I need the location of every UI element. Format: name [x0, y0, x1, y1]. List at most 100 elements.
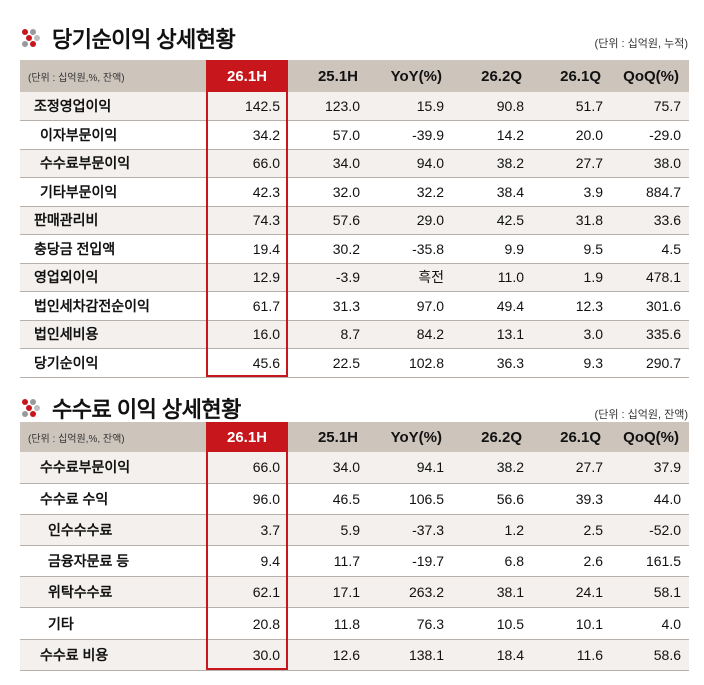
- row-label: 수수료 수익: [20, 483, 206, 515]
- value-cell: 14.2: [452, 120, 532, 150]
- row-label: 법인세비용: [20, 320, 206, 349]
- row-label: 이자부문이익: [20, 120, 206, 150]
- value-cell: -39.9: [368, 120, 452, 150]
- table-row: 수수료 수익 96.0 46.5 106.5 56.6 39.3 44.0: [20, 483, 689, 515]
- value-cell: 38.1: [452, 576, 532, 609]
- value-cell: 46.5: [288, 483, 368, 515]
- table-row: 판매관리비 74.3 57.6 29.0 42.5 31.8 33.6: [20, 206, 689, 235]
- value-cell: 5.9: [288, 514, 368, 547]
- value-cell: 38.4: [452, 177, 532, 207]
- value-cell: 27.7: [532, 452, 611, 484]
- row-label: 금융자문료 등: [20, 545, 206, 578]
- value-cell: 12.6: [288, 639, 368, 671]
- value-cell: 2.6: [532, 545, 611, 578]
- value-cell: 335.6: [611, 320, 689, 349]
- value-cell: -35.8: [368, 234, 452, 264]
- value-cell: 66.0: [206, 149, 288, 178]
- net-income-table: (단위 : 십억원,%, 잔액) 26.1H 25.1H YoY(%) 26.2…: [20, 60, 689, 378]
- col-header-26-2q: 26.2Q: [452, 60, 532, 92]
- col-header-26-1h: 26.1H: [206, 60, 288, 92]
- value-cell: 11.8: [288, 607, 368, 640]
- section-fee-income: 수수료 이익 상세현황 (단위 : 십억원, 잔액) (단위 : 십억원,%, …: [0, 388, 704, 671]
- value-cell: 8.7: [288, 320, 368, 349]
- table-row: 법인세차감전순이익 61.7 31.3 97.0 49.4 12.3 301.6: [20, 291, 689, 321]
- value-cell: 12.3: [532, 291, 611, 321]
- row-label: 기타부문이익: [20, 177, 206, 207]
- unit-note: (단위 : 십억원, 누적): [594, 38, 688, 50]
- table-row: 기타 20.8 11.8 76.3 10.5 10.1 4.0: [20, 607, 689, 640]
- value-cell: 96.0: [206, 483, 288, 515]
- value-cell: 27.7: [532, 149, 611, 178]
- value-cell: 4.5: [611, 234, 689, 264]
- col-header-qoq: QoQ(%): [611, 60, 689, 92]
- table-row: 위탁수수료 62.1 17.1 263.2 38.1 24.1 58.1: [20, 576, 689, 609]
- value-cell: 13.1: [452, 320, 532, 349]
- value-cell: 9.4: [206, 545, 288, 578]
- col-header-26-1h: 26.1H: [206, 422, 288, 452]
- unit-note: (단위 : 십억원, 잔액): [594, 409, 688, 421]
- value-cell: 11.6: [532, 639, 611, 671]
- table-row: 충당금 전입액 19.4 30.2 -35.8 9.9 9.5 4.5: [20, 234, 689, 264]
- section-net-income: 당기순이익 상세현황 (단위 : 십억원, 누적) (단위 : 십억원,%, 잔…: [0, 18, 704, 378]
- value-cell: 22.5: [288, 348, 368, 378]
- value-cell: -37.3: [368, 514, 452, 547]
- value-cell: 30.2: [288, 234, 368, 264]
- value-cell: 11.0: [452, 263, 532, 292]
- value-cell: 57.0: [288, 120, 368, 150]
- row-label: 충당금 전입액: [20, 234, 206, 264]
- value-cell: 90.8: [452, 92, 532, 121]
- value-cell: -29.0: [611, 120, 689, 150]
- value-cell: 38.2: [452, 452, 532, 484]
- value-cell: 31.8: [532, 206, 611, 235]
- value-cell: 263.2: [368, 576, 452, 609]
- value-cell: 34.0: [288, 149, 368, 178]
- table-row: 조정영업이익 142.5 123.0 15.9 90.8 51.7 75.7: [20, 92, 689, 121]
- value-cell: 18.4: [452, 639, 532, 671]
- table-row: 기타부문이익 42.3 32.0 32.2 38.4 3.9 884.7: [20, 177, 689, 207]
- value-cell: 34.0: [288, 452, 368, 484]
- value-cell: 123.0: [288, 92, 368, 121]
- value-cell: 39.3: [532, 483, 611, 515]
- value-cell: 301.6: [611, 291, 689, 321]
- section-header: 수수료 이익 상세현황 (단위 : 십억원, 잔액): [0, 388, 704, 422]
- table-header-row: (단위 : 십억원,%, 잔액) 26.1H 25.1H YoY(%) 26.2…: [20, 422, 689, 452]
- value-cell: 9.5: [532, 234, 611, 264]
- value-cell: 161.5: [611, 545, 689, 578]
- value-cell: 58.6: [611, 639, 689, 671]
- col-header-yoy: YoY(%): [368, 60, 452, 92]
- value-cell: 20.8: [206, 607, 288, 640]
- value-cell: 102.8: [368, 348, 452, 378]
- value-cell: 49.4: [452, 291, 532, 321]
- value-cell: 3.9: [532, 177, 611, 207]
- section-title: 수수료 이익 상세현황: [52, 397, 241, 422]
- table-row: 영업외이익 12.9 -3.9 흑전 11.0 1.9 478.1: [20, 263, 689, 292]
- value-cell: 19.4: [206, 234, 288, 264]
- value-cell: 38.2: [452, 149, 532, 178]
- row-label: 기타: [20, 607, 206, 640]
- value-cell: 3.7: [206, 514, 288, 547]
- col-header-25-1h: 25.1H: [288, 422, 368, 452]
- value-cell: 74.3: [206, 206, 288, 235]
- value-cell: 9.3: [532, 348, 611, 378]
- value-cell: -52.0: [611, 514, 689, 547]
- value-cell: 32.2: [368, 177, 452, 207]
- value-cell: 24.1: [532, 576, 611, 609]
- table-row: 수수료 비용 30.0 12.6 138.1 18.4 11.6 58.6: [20, 639, 689, 671]
- col-header-qoq: QoQ(%): [611, 422, 689, 452]
- value-cell: 30.0: [206, 639, 288, 671]
- value-cell: -19.7: [368, 545, 452, 578]
- value-cell: 10.5: [452, 607, 532, 640]
- value-cell: 10.1: [532, 607, 611, 640]
- value-cell: 94.0: [368, 149, 452, 178]
- value-cell: 20.0: [532, 120, 611, 150]
- value-cell: 61.7: [206, 291, 288, 321]
- value-cell: 15.9: [368, 92, 452, 121]
- table-row: 인수수수료 3.7 5.9 -37.3 1.2 2.5 -52.0: [20, 514, 689, 547]
- value-cell: 11.7: [288, 545, 368, 578]
- value-cell: 16.0: [206, 320, 288, 349]
- value-cell: 97.0: [368, 291, 452, 321]
- col-header-26-1q: 26.1Q: [532, 60, 611, 92]
- value-cell: 884.7: [611, 177, 689, 207]
- value-cell: -3.9: [288, 263, 368, 292]
- value-cell: 42.3: [206, 177, 288, 207]
